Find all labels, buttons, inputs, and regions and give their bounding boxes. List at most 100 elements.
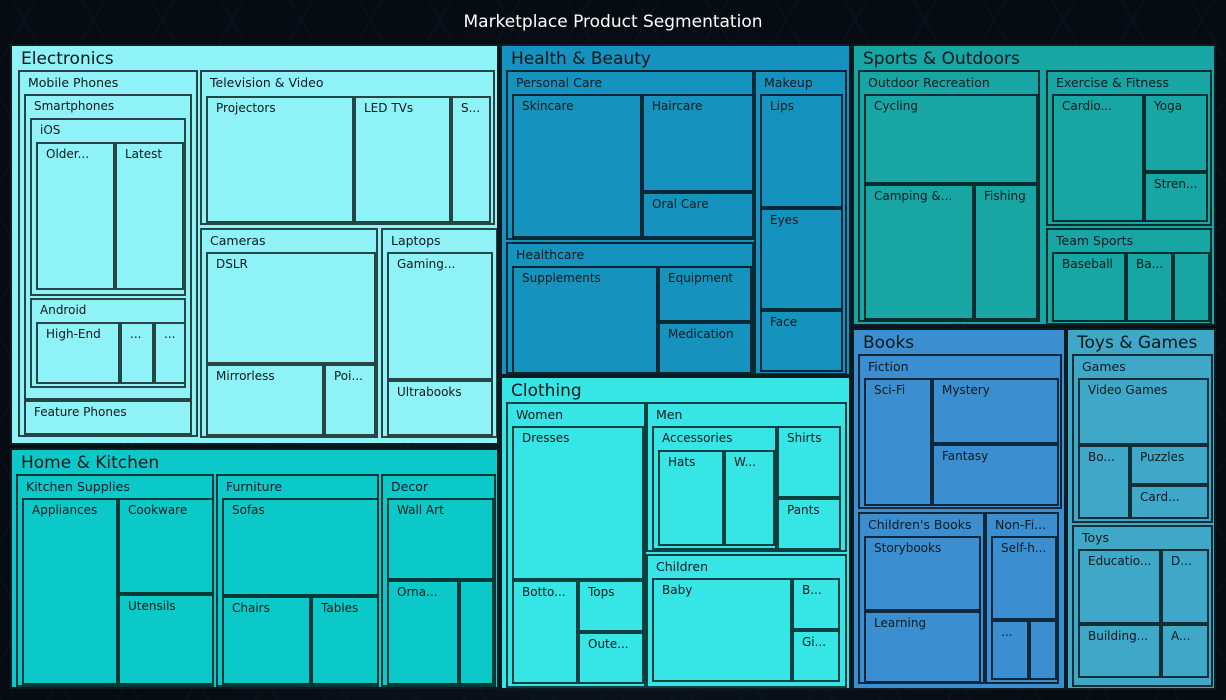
- treemap-node-b-3-2-1[interactable]: B...: [792, 578, 840, 630]
- treemap-node-personal-care-2-0[interactable]: Personal Care Skincare Haircare Oral Care: [506, 70, 754, 240]
- treemap-node-sofas-1-1-0[interactable]: Sofas: [222, 498, 377, 596]
- treemap-node-women-3-0[interactable]: Women Dresses Botto... Tops Oute...: [506, 402, 646, 688]
- treemap-node-older-0-0-0-0-0[interactable]: Older...: [36, 142, 115, 290]
- treemap-node-botto-3-0-1[interactable]: Botto...: [512, 580, 578, 684]
- treemap-node-children-s-books-5-1[interactable]: Children's Books Storybooks Learning: [858, 512, 985, 684]
- treemap-node-skincare-2-0-0[interactable]: Skincare: [512, 94, 642, 238]
- treemap-node-pants-3-1-2[interactable]: Pants: [777, 498, 841, 550]
- treemap-node-chairs-1-1-1[interactable]: Chairs: [222, 596, 311, 685]
- treemap-node-yoga-4-1-1[interactable]: Yoga: [1144, 94, 1208, 172]
- treemap-node-gi-3-2-2[interactable]: Gi...: [792, 630, 840, 682]
- treemap-node-ios-0-0-0-0[interactable]: iOS Older... Latest: [30, 118, 186, 296]
- treemap-node-men-3-1[interactable]: Men Accessories Hats W... Shirts Pants: [646, 402, 847, 552]
- treemap-node-s-0-1-2[interactable]: S...: [451, 96, 491, 223]
- treemap-node-wall-art-1-2-0[interactable]: Wall Art: [387, 498, 494, 580]
- treemap-node-educatio-6-1-0[interactable]: Educatio...: [1078, 549, 1161, 624]
- treemap-node-non-fi-5-2[interactable]: Non-Fi... Self-h......: [985, 512, 1059, 684]
- treemap-node-supplements-2-1-0[interactable]: Supplements: [512, 266, 658, 372]
- treemap-node-tops-3-0-2[interactable]: Tops: [578, 580, 644, 632]
- treemap-node-electronics-0[interactable]: Electronics Mobile Phones Smartphones iOS Ol…: [10, 44, 499, 445]
- treemap-node-baseball-4-2-0[interactable]: Baseball: [1052, 252, 1126, 322]
- treemap-node-baby-3-2-0[interactable]: Baby: [652, 578, 792, 682]
- treemap-node-mystery-5-0-1[interactable]: Mystery: [932, 378, 1059, 444]
- treemap-node-storybooks-5-1-0[interactable]: Storybooks: [864, 536, 981, 611]
- treemap-node-poi-0-2-2[interactable]: Poi...: [324, 364, 376, 436]
- treemap-node-dslr-0-2-0[interactable]: DSLR: [206, 252, 376, 364]
- treemap-node-bo-6-0-1[interactable]: Bo...: [1078, 445, 1130, 519]
- treemap-node-equipment-2-1-1[interactable]: Equipment: [658, 266, 752, 322]
- treemap-node-android-0-0-0-1[interactable]: Android High-End......: [30, 298, 186, 388]
- treemap-node-hats-3-1-0-0[interactable]: Hats: [658, 450, 724, 546]
- treemap-node-stren-4-1-2[interactable]: Stren...: [1144, 172, 1208, 222]
- treemap-node-toys-6-1[interactable]: Toys Educatio... D... Building... A...: [1072, 525, 1213, 687]
- treemap-node-orna-1-2-1[interactable]: Orna...: [387, 580, 459, 685]
- treemap-node-team-sports-4-2[interactable]: Team Sports Baseball Ba...: [1046, 228, 1212, 324]
- treemap-node-gaming-0-3-0[interactable]: Gaming...: [387, 252, 493, 380]
- treemap-node-toys-games-6[interactable]: Toys & Games Games Video Games Bo... Puzzles…: [1066, 328, 1216, 690]
- treemap-node-television-video-0-1[interactable]: Television & Video Projectors LED TVs S...: [200, 70, 495, 225]
- treemap-node-learning-5-1-1[interactable]: Learning: [864, 611, 981, 682]
- treemap-node-books-5[interactable]: Books Fiction Sci-Fi Mystery Fantasy Children…: [852, 328, 1066, 690]
- treemap-node-oute-3-0-3[interactable]: Oute...: [578, 632, 644, 684]
- treemap-node-exercise-fitness-4-1[interactable]: Exercise & Fitness Cardio... Yoga Stren...: [1046, 70, 1212, 226]
- treemap-node-dresses-3-0-0[interactable]: Dresses: [512, 426, 644, 580]
- treemap-node-furniture-1-1[interactable]: Furniture Sofas Chairs Tables: [216, 474, 379, 687]
- treemap-node-outdoor-recreation-4-0[interactable]: Outdoor Recreation Cycling Camping &... Fis…: [858, 70, 1040, 322]
- treemap-node-building-6-1-2[interactable]: Building...: [1078, 624, 1161, 678]
- treemap-node-face-2-2-2[interactable]: Face: [760, 310, 843, 372]
- treemap-node-utensils-1-0-2[interactable]: Utensils: [118, 594, 212, 685]
- treemap-node-decor-1-2[interactable]: Decor Wall Art Orna...: [381, 474, 496, 687]
- treemap-node-w-3-1-0-1[interactable]: W...: [724, 450, 775, 546]
- treemap-node-cell-1-2-2[interactable]: [459, 580, 494, 685]
- treemap-node-high-end-0-0-0-1-0[interactable]: High-End: [36, 322, 120, 384]
- treemap-node-clothing-3[interactable]: Clothing Women Dresses Botto... Tops Oute... M…: [500, 376, 851, 690]
- treemap-node-projectors-0-1-0[interactable]: Projectors: [206, 96, 354, 223]
- treemap-node-self-h-5-2-0[interactable]: Self-h...: [991, 536, 1057, 620]
- treemap-node-health-beauty-2[interactable]: Health & Beauty Personal Care Skincare Hair…: [500, 44, 851, 376]
- treemap-node-cell-4-2-2[interactable]: [1173, 252, 1210, 322]
- treemap-node-ba-4-2-1[interactable]: Ba...: [1126, 252, 1173, 322]
- treemap-node-games-6-0[interactable]: Games Video Games Bo... Puzzles Card...: [1072, 354, 1213, 523]
- treemap-node-children-3-2[interactable]: Children Baby B... Gi...: [646, 554, 847, 688]
- treemap-node-feature-phones-0-0-1[interactable]: Feature Phones: [24, 400, 192, 435]
- treemap-node-kitchen-supplies-1-0[interactable]: Kitchen Supplies Appliances Cookware Utensi…: [16, 474, 214, 687]
- treemap-node-cell-0-0-0-1-1[interactable]: ...: [120, 322, 154, 384]
- treemap-node-fantasy-5-0-2[interactable]: Fantasy: [932, 444, 1059, 506]
- treemap-node-puzzles-6-0-2[interactable]: Puzzles: [1130, 445, 1209, 485]
- treemap-node-latest-0-0-0-0-1[interactable]: Latest: [115, 142, 184, 290]
- treemap-node-cell-0-0-0-1-2[interactable]: ...: [154, 322, 184, 384]
- treemap-node-home-kitchen-1[interactable]: Home & Kitchen Kitchen Supplies Appliances…: [10, 448, 499, 689]
- treemap-node-oral-care-2-0-2[interactable]: Oral Care: [642, 192, 752, 238]
- treemap-node-d-6-1-1[interactable]: D...: [1161, 549, 1209, 624]
- treemap-node-sci-fi-5-0-0[interactable]: Sci-Fi: [864, 378, 932, 506]
- treemap-node-card-6-0-3[interactable]: Card...: [1130, 485, 1209, 519]
- treemap-node-lips-2-2-0[interactable]: Lips: [760, 94, 843, 208]
- treemap-node-fishing-4-0-2[interactable]: Fishing: [974, 184, 1038, 320]
- treemap-node-tables-1-1-2[interactable]: Tables: [311, 596, 377, 685]
- treemap-node-video-games-6-0-0[interactable]: Video Games: [1078, 378, 1209, 445]
- treemap-node-mirrorless-0-2-1[interactable]: Mirrorless: [206, 364, 324, 436]
- treemap-node-a-6-1-3[interactable]: A...: [1161, 624, 1209, 678]
- treemap-node-cardio-4-1-0[interactable]: Cardio...: [1052, 94, 1144, 222]
- treemap-node-cell-5-2-2[interactable]: [1029, 620, 1057, 680]
- treemap-node-laptops-0-3[interactable]: Laptops Gaming... Ultrabooks: [381, 228, 497, 438]
- treemap-node-healthcare-2-1[interactable]: Healthcare Supplements Equipment Medication: [506, 242, 754, 374]
- treemap-node-medication-2-1-2[interactable]: Medication: [658, 322, 752, 372]
- treemap-node-cell-5-2-1[interactable]: ...: [991, 620, 1029, 680]
- treemap-node-cookware-1-0-1[interactable]: Cookware: [118, 498, 212, 594]
- treemap-node-smartphones-0-0-0[interactable]: Smartphones iOS Older... Latest Android High-…: [24, 94, 192, 400]
- treemap-node-cameras-0-2[interactable]: Cameras DSLR Mirrorless Poi...: [200, 228, 378, 438]
- treemap-node-shirts-3-1-1[interactable]: Shirts: [777, 426, 841, 498]
- treemap-node-sports-outdoors-4[interactable]: Sports & Outdoors Outdoor Recreation Cycli…: [852, 44, 1216, 326]
- treemap-node-ultrabooks-0-3-1[interactable]: Ultrabooks: [387, 380, 493, 436]
- treemap-node-appliances-1-0-0[interactable]: Appliances: [22, 498, 118, 685]
- treemap-node-accessories-3-1-0[interactable]: Accessories Hats W...: [652, 426, 777, 550]
- treemap-node-haircare-2-0-1[interactable]: Haircare: [642, 94, 752, 192]
- treemap-node-mobile-phones-0-0[interactable]: Mobile Phones Smartphones iOS Older... Lates…: [18, 70, 198, 437]
- treemap-node-fiction-5-0[interactable]: Fiction Sci-Fi Mystery Fantasy: [858, 354, 1062, 509]
- treemap-node-led-tvs-0-1-1[interactable]: LED TVs: [354, 96, 451, 223]
- treemap-node-makeup-2-2[interactable]: Makeup Lips Eyes Face: [754, 70, 847, 374]
- treemap-node-camping-4-0-1[interactable]: Camping &...: [864, 184, 974, 320]
- treemap-node-cycling-4-0-0[interactable]: Cycling: [864, 94, 1038, 184]
- treemap-node-eyes-2-2-1[interactable]: Eyes: [760, 208, 843, 310]
